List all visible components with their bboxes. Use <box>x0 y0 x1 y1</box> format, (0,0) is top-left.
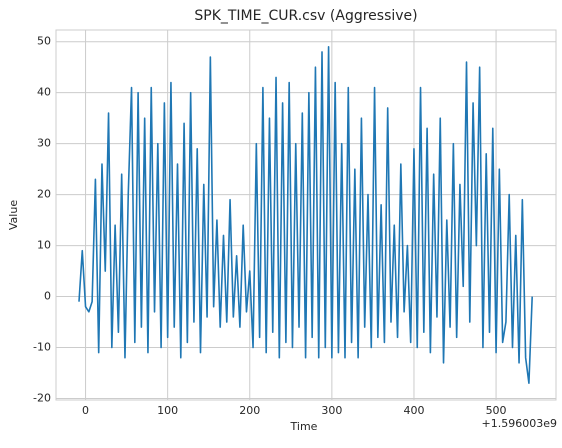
x-tick-label: 200 <box>239 404 260 417</box>
data-line <box>78 46 533 384</box>
chart-title: SPK_TIME_CUR.csv (Aggressive) <box>194 8 417 24</box>
x-offset-label: +1.596003e9 <box>482 417 557 430</box>
x-tick-label: 400 <box>403 404 424 417</box>
y-tick-label: 40 <box>37 86 51 99</box>
x-tick-label: 300 <box>321 404 342 417</box>
plot-frame <box>55 29 557 401</box>
y-tick-label: 10 <box>37 239 51 252</box>
y-tick-label: 0 <box>44 290 51 303</box>
x-tick-label: 100 <box>157 404 178 417</box>
x-tick-label: 500 <box>486 404 507 417</box>
x-tick-label: 0 <box>82 404 89 417</box>
y-tick-label: 50 <box>37 35 51 48</box>
y-tick-label: -10 <box>33 341 51 354</box>
y-axis-label: Value <box>7 200 20 230</box>
y-tick-label: 30 <box>37 137 51 150</box>
y-tick-label: 20 <box>37 188 51 201</box>
y-tick-label: -20 <box>33 391 51 404</box>
x-axis-label: Time <box>290 420 318 433</box>
